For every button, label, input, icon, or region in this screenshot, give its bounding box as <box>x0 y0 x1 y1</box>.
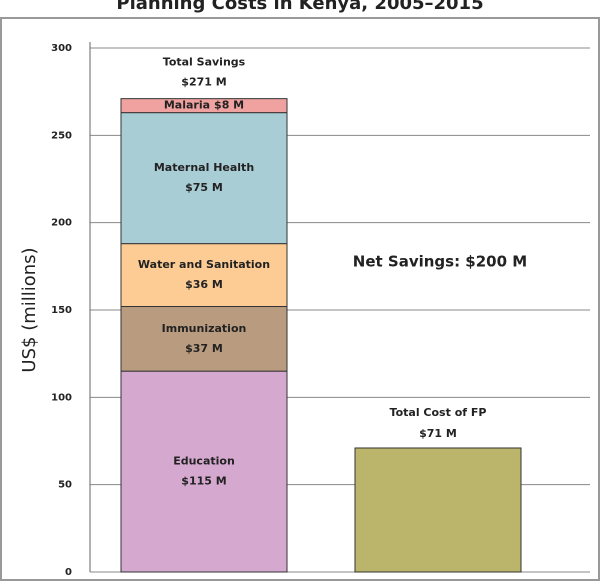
bar-label: Total Cost of FP <box>390 406 487 419</box>
bar-label: Maternal Health <box>154 161 254 174</box>
bar-value-label: $36 M <box>185 278 223 291</box>
bar-segment <box>120 370 288 573</box>
y-tick-label: 250 <box>51 130 72 141</box>
y-tick-label: 200 <box>51 218 72 229</box>
y-tick-label: 300 <box>51 43 72 54</box>
bar-value-label: $71 M <box>419 427 457 440</box>
bar-segment <box>120 112 288 245</box>
bar-segment <box>120 243 288 308</box>
bar-value-label: $75 M <box>185 181 223 194</box>
bar-name: Malaria <box>164 99 210 112</box>
chart-title: Planning Costs in Kenya, 2005–2015 <box>116 0 483 14</box>
annotation-value: $271 M <box>181 76 226 89</box>
bar-segment <box>120 98 288 114</box>
y-axis-label: US$ (millions) <box>19 247 40 372</box>
y-tick-label: 100 <box>51 392 72 403</box>
bar-label: Immunization <box>162 322 247 335</box>
bar-value-label: $37 M <box>185 342 223 355</box>
y-tick-label: 150 <box>51 305 72 316</box>
bar-value-label: $8 M <box>214 99 244 112</box>
annotation: Net Savings: $200 M <box>353 253 527 271</box>
y-tick-label: 0 <box>65 567 72 578</box>
bar-label: Education <box>173 455 235 468</box>
bar-segment <box>354 447 522 573</box>
annotation: Total Savings <box>163 56 246 69</box>
y-tick-label: 50 <box>58 480 72 491</box>
bar-segment <box>120 306 288 372</box>
bar-value-label: $115 M <box>181 475 226 488</box>
bar-label: Water and Sanitation <box>138 258 270 271</box>
bar-label: Malaria $8 M <box>164 99 244 112</box>
